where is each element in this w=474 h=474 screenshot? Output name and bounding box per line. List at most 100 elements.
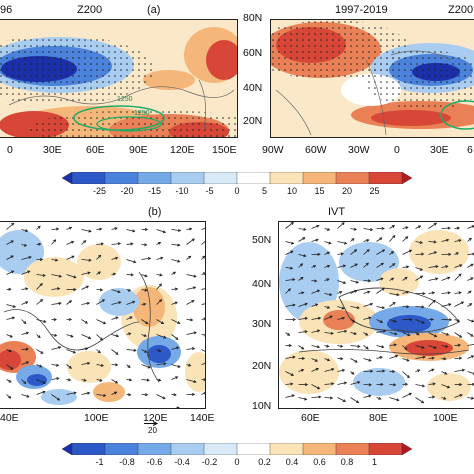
- wind-vector-arrow: [454, 332, 463, 338]
- wind-vector-arrow: [350, 371, 355, 375]
- wind-vector-arrow: [111, 379, 119, 384]
- wind-vector-arrow: [111, 289, 121, 294]
- wind-vector-arrow: [311, 329, 321, 333]
- colorbar-tick-label: -25: [92, 186, 106, 196]
- wind-vector-arrow: [467, 263, 474, 268]
- contour-label-1: 1250: [117, 96, 133, 103]
- colorbar-tick-label: 5: [261, 186, 267, 196]
- wind-vector-arrow: [171, 301, 178, 305]
- wind-vector-arrow: [6, 334, 13, 338]
- wind-vector-arrow: [324, 305, 331, 309]
- wind-vector-arrow: [81, 334, 92, 340]
- wind-vector-arrow: [201, 303, 205, 305]
- wind-vector-arrow: [201, 288, 205, 290]
- wind-vector-arrow: [171, 259, 181, 263]
- wind-vector-arrow: [376, 287, 385, 294]
- wind-vector-arrow: [51, 363, 60, 367]
- wind-vector-arrow: [363, 228, 374, 232]
- wind-vector-arrow: [441, 357, 447, 361]
- bottom-right-xtick-1: 80E: [369, 412, 388, 424]
- wind-vector-arrow: [389, 277, 395, 281]
- colorbar-segment: [302, 443, 337, 455]
- bottom-right-map-field: [279, 222, 474, 408]
- vector-reference-label: 20: [148, 426, 157, 435]
- wind-vector-arrow: [415, 369, 421, 373]
- colorbar-top-bar: [62, 172, 412, 184]
- wind-vector-arrow: [389, 293, 400, 297]
- wind-vector-arrow: [66, 378, 72, 382]
- wind-vector-arrow: [441, 344, 449, 348]
- wind-vector-arrow: [428, 251, 438, 255]
- wind-vector-arrow: [186, 274, 197, 278]
- wind-vector-arrow: [81, 361, 91, 365]
- colorbar-top-ticks: -25 -20 -15 -10 -5 0 5 10 15 20 25: [62, 186, 412, 198]
- wind-vector-arrow: [311, 345, 321, 349]
- wind-vector-arrow: [324, 344, 330, 348]
- wind-vector-arrow: [126, 348, 137, 352]
- wind-vector-arrow: [201, 349, 205, 352]
- wind-vector-arrow: [454, 343, 462, 347]
- colorbar-tick-label: -0.4: [174, 457, 190, 467]
- wind-vector-arrow: [402, 371, 410, 379]
- wind-vector-arrow: [454, 239, 462, 243]
- wind-vector-arrow: [467, 237, 472, 242]
- wind-vector-arrow: [350, 331, 358, 335]
- wind-vector-arrow: [337, 280, 347, 285]
- top-left-xtick-3: 90E: [129, 144, 148, 156]
- wind-vector-arrow: [36, 299, 44, 305]
- wind-vector-arrow: [376, 277, 384, 281]
- wind-vector-arrow: [428, 345, 437, 349]
- wind-vector-arrow: [428, 368, 435, 372]
- wind-vector-arrow: [415, 225, 422, 229]
- colorbar-tick-label: 25: [369, 186, 380, 196]
- wind-vector-arrow: [363, 332, 369, 336]
- top-left-xtick-4: 120E: [170, 144, 195, 156]
- wind-vector-arrow: [51, 287, 61, 291]
- wind-vector-arrow: [156, 229, 167, 234]
- wind-vector-arrow: [441, 276, 451, 281]
- wind-vector-arrow: [337, 357, 344, 361]
- wind-vector-arrow: [201, 333, 205, 337]
- top-left-panel-label: (a): [147, 4, 161, 16]
- colorbar-segment: [401, 172, 412, 184]
- wind-vector-arrow: [21, 347, 29, 351]
- wind-vector-arrow: [285, 266, 294, 270]
- colorbar-tick-label: -10: [175, 186, 189, 196]
- bottom-right-ytick-0: 50N: [252, 234, 272, 246]
- wind-vector-arrow: [402, 290, 410, 294]
- wind-vector-arrow: [441, 252, 452, 256]
- top-left-xtick-0: 0: [7, 144, 13, 156]
- bottom-right-ytick-3: 20N: [252, 360, 272, 372]
- wind-vector-arrow: [156, 299, 163, 305]
- wind-vector-arrow: [350, 263, 358, 268]
- wind-vector-arrow: [81, 240, 87, 245]
- top-left-xtick-1: 30E: [43, 144, 62, 156]
- wind-vector-arrow: [363, 279, 372, 283]
- wind-vector-arrow: [126, 364, 131, 368]
- wind-vector-arrow: [66, 274, 77, 279]
- colorbar-tick-label: 0.2: [258, 457, 271, 467]
- bottom-right-title: IVT: [328, 206, 346, 218]
- wind-vector-arrow: [376, 226, 385, 231]
- colorbar-tick-label: -1: [95, 457, 104, 467]
- wind-vector-arrow: [96, 319, 107, 325]
- wind-vector-arrow: [126, 259, 137, 264]
- wind-vector-arrow: [111, 334, 120, 338]
- wind-vector-arrow: [454, 356, 463, 360]
- contour-label-2: 1250: [134, 110, 150, 117]
- wind-vector-arrow: [428, 317, 435, 322]
- wind-vector-arrow: [298, 383, 309, 387]
- wind-vector-arrow: [467, 225, 474, 229]
- wind-vector-arrow: [201, 362, 205, 365]
- wind-vector-arrow: [311, 265, 317, 268]
- wind-vector-arrow: [454, 226, 461, 230]
- wind-vector-arrow: [415, 275, 424, 281]
- wind-vector-arrow: [51, 301, 62, 305]
- wind-vector-arrow: [96, 299, 106, 305]
- wind-vector-arrow: [337, 329, 348, 333]
- wind-vector-arrow: [324, 292, 333, 297]
- wind-vector-arrow: [66, 349, 77, 354]
- colorbar-tick-label: -0.8: [119, 457, 135, 467]
- wind-vector-arrow: [36, 319, 47, 323]
- wind-vector-arrow: [51, 227, 60, 231]
